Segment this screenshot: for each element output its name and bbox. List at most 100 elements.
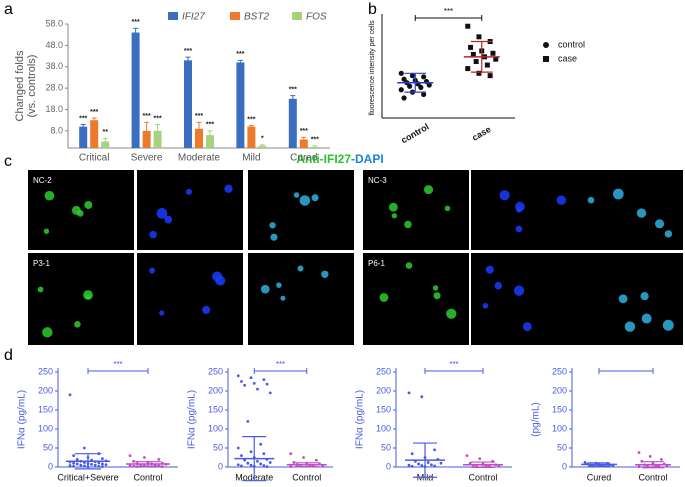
point xyxy=(268,461,272,464)
cell xyxy=(224,184,233,193)
cell xyxy=(612,188,624,200)
x-tick-label: control xyxy=(399,122,430,146)
point xyxy=(79,463,83,467)
point xyxy=(249,376,253,380)
point xyxy=(314,458,318,462)
significance: *** xyxy=(206,122,214,129)
point xyxy=(583,461,587,464)
point xyxy=(72,461,75,465)
point xyxy=(302,456,305,459)
point xyxy=(104,463,108,467)
point xyxy=(410,452,414,456)
bar xyxy=(153,130,162,148)
legend-label: IFI27 xyxy=(182,12,205,23)
point xyxy=(157,458,161,461)
point xyxy=(236,463,240,467)
point xyxy=(407,83,413,89)
significance: * xyxy=(261,136,264,143)
legend-label: FOS xyxy=(306,12,327,23)
panel-label: c xyxy=(4,153,12,170)
significance: *** xyxy=(132,19,140,26)
point xyxy=(476,34,482,40)
y-tick-label: 50 xyxy=(43,442,53,452)
panel-c-title: Anti-IFI27-DAPI xyxy=(296,152,383,166)
y-tick-label: 250 xyxy=(208,366,223,376)
point xyxy=(430,463,433,467)
cell xyxy=(404,220,412,229)
micrograph xyxy=(28,170,134,250)
y-tick-label: 100 xyxy=(208,423,223,433)
x-tick-label: Cured xyxy=(587,472,612,482)
point xyxy=(637,451,641,454)
y-axis-label: (pg/mL) xyxy=(531,402,542,436)
cell xyxy=(388,202,398,212)
image-label: P3-1 xyxy=(33,259,50,268)
y-tick-label: 18.0 xyxy=(45,104,63,114)
panel-label: b xyxy=(368,1,377,18)
x-tick-label: Mild xyxy=(242,153,260,164)
cell xyxy=(149,267,156,274)
cell xyxy=(297,265,304,272)
cell xyxy=(432,285,439,291)
cell xyxy=(494,281,503,290)
cell xyxy=(85,294,91,300)
point xyxy=(421,74,427,80)
cell xyxy=(515,201,525,212)
cell xyxy=(212,271,223,282)
y-tick-label: 100 xyxy=(38,423,53,433)
point xyxy=(611,464,615,468)
point xyxy=(249,450,253,454)
point xyxy=(97,464,101,468)
cell xyxy=(664,230,673,238)
point xyxy=(101,457,104,461)
cell xyxy=(391,213,397,219)
cell xyxy=(433,292,441,300)
point xyxy=(493,56,499,62)
point xyxy=(417,462,420,466)
point xyxy=(289,465,293,469)
x-tick-label: Severe xyxy=(131,153,163,164)
title-part: Anti-IFI27 xyxy=(296,152,351,166)
point xyxy=(128,454,132,457)
y-tick-label: 200 xyxy=(376,385,391,395)
point xyxy=(161,465,164,469)
point xyxy=(262,452,266,456)
y-tick-label: 250 xyxy=(552,366,567,376)
image-label: P6-1 xyxy=(368,259,385,268)
cell xyxy=(423,185,434,195)
point xyxy=(660,458,663,461)
significance: *** xyxy=(90,109,98,116)
cell xyxy=(202,305,211,315)
point xyxy=(398,70,404,76)
point xyxy=(484,62,490,68)
significance: *** xyxy=(276,360,285,369)
bar xyxy=(90,120,99,148)
y-tick-label: 0 xyxy=(386,461,391,471)
image-label: NC-3 xyxy=(368,176,387,185)
point xyxy=(75,458,79,461)
point xyxy=(420,395,424,399)
point xyxy=(243,383,247,387)
point xyxy=(292,461,296,464)
point xyxy=(473,59,479,65)
point xyxy=(259,462,263,466)
significance: *** xyxy=(154,115,162,122)
x-tick-label: Critical+Severe xyxy=(57,472,118,482)
point xyxy=(68,393,72,397)
point xyxy=(72,454,75,457)
point xyxy=(83,446,86,450)
cell xyxy=(624,321,636,332)
panel-label: d xyxy=(4,347,13,364)
cell xyxy=(84,201,93,210)
significance: *** xyxy=(289,86,297,93)
significance: *** xyxy=(311,137,319,144)
point xyxy=(90,462,93,466)
point xyxy=(68,464,72,467)
cell xyxy=(485,265,494,274)
cell xyxy=(499,190,510,201)
point xyxy=(246,461,250,465)
point xyxy=(657,464,660,468)
point xyxy=(265,465,269,469)
point xyxy=(468,44,474,50)
cell xyxy=(662,319,674,331)
